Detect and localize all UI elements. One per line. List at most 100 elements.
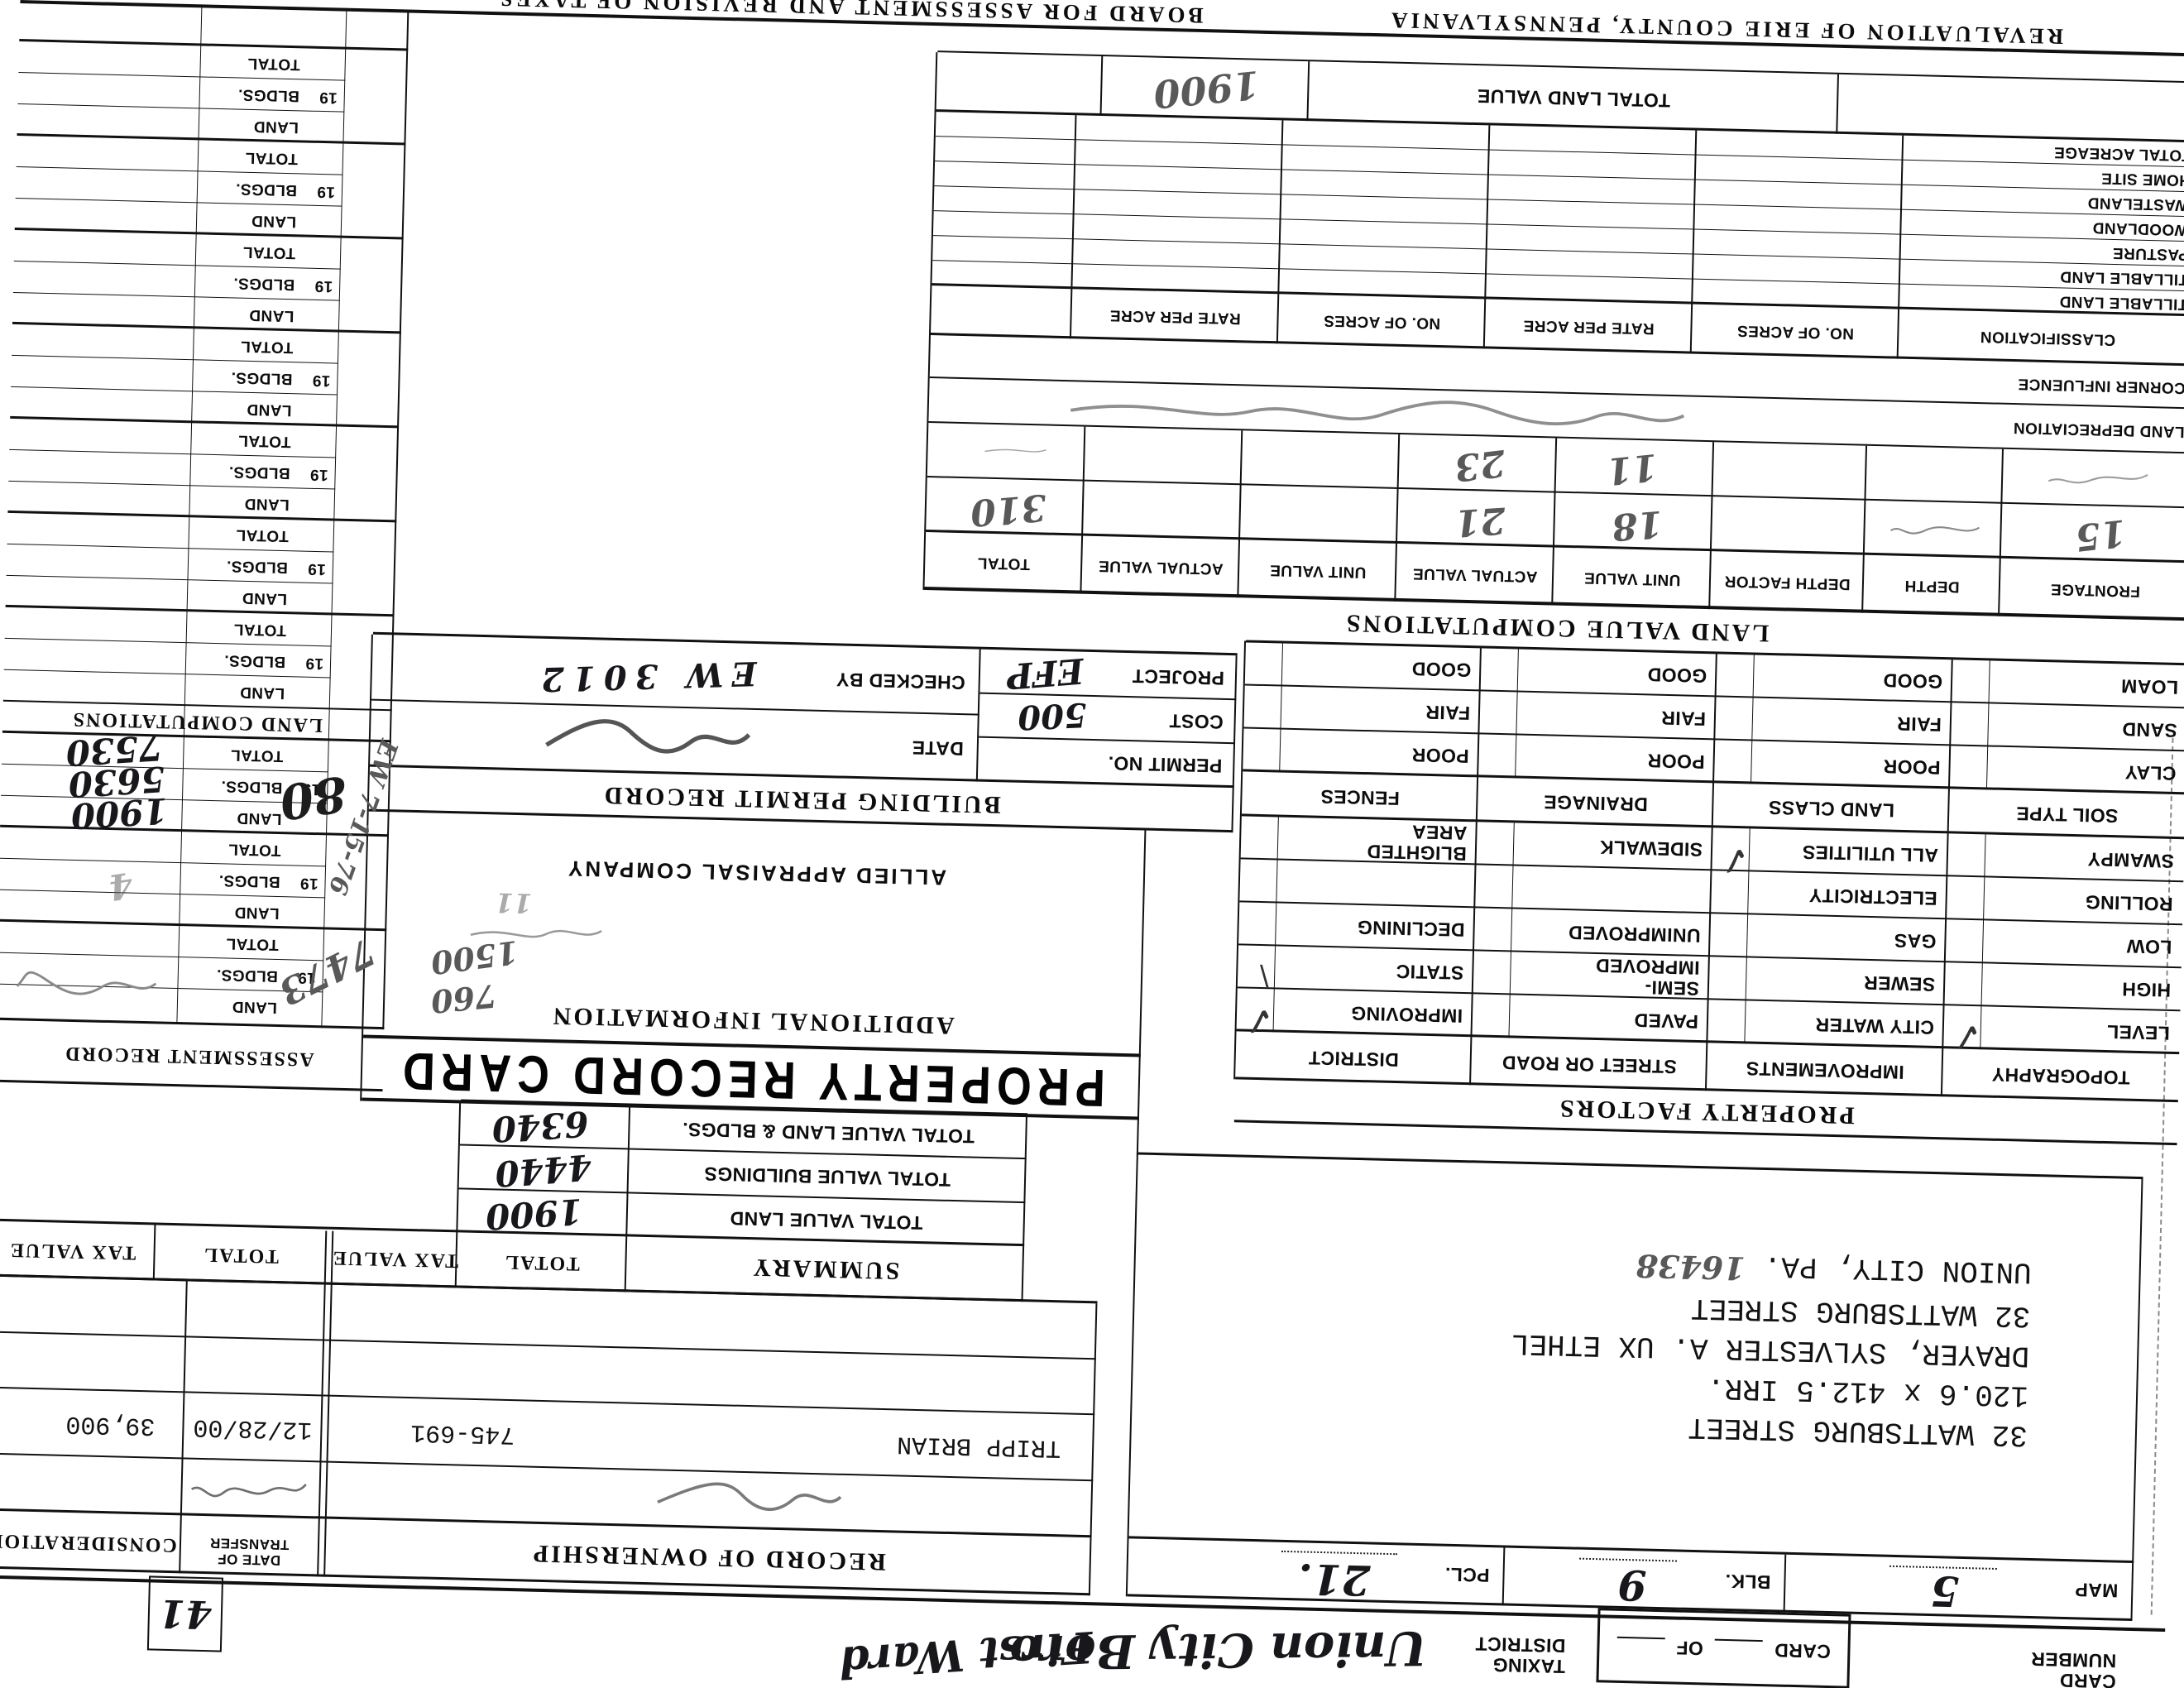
project-value-handwritten: EFP: [1004, 650, 1085, 698]
assessment-total-label: TOTAL: [225, 934, 279, 954]
soil-sand: SAND: [2121, 718, 2178, 741]
factor-low: LOW: [2126, 935, 2172, 958]
pcl-label: PCL.: [1444, 1563, 1490, 1587]
factor-declining: DECLINING: [1357, 916, 1465, 941]
date-label: DATE: [911, 736, 965, 760]
assessment-total-label: TOTAL: [242, 243, 296, 262]
transfer-date: 12/28/00: [193, 1412, 313, 1444]
depth-factor-header: DEPTH FACTOR: [1724, 573, 1851, 593]
factor-semi-improved: SEMI-IMPROVED: [1595, 954, 1700, 1000]
pencil-scribble: [12, 958, 162, 1011]
pencil-note-760: 760: [429, 976, 499, 1021]
factor-electricity: ELECTRICITY: [1808, 884, 1938, 909]
card-of-blank1: [1714, 1638, 1764, 1659]
transfer-label: TRANSFER: [209, 1535, 290, 1553]
card-of-blank2: [1616, 1636, 1665, 1657]
tax-value-header-2: TAX VALUE: [8, 1239, 136, 1264]
blk-label: BLK.: [1724, 1570, 1771, 1594]
factor-static: STATIC: [1395, 960, 1464, 984]
unit-value-header-1: UNIT VALUE: [1583, 568, 1681, 589]
classification-header: CLASSIFICATION: [1980, 328, 2116, 349]
factor-improving: IMPROVING: [1350, 1002, 1463, 1027]
assessment-bldgs-label: BLDGS.: [237, 85, 300, 105]
pencil-note-faint-4: 4: [105, 864, 136, 909]
assessment-total-label: TOTAL: [237, 432, 291, 451]
factor-unimproved: UNIMPROVED: [1568, 921, 1701, 947]
owner-city-line: UNION CITY, PA. 16438: [1636, 1247, 2032, 1291]
assessment-total-label: TOTAL: [235, 526, 290, 545]
consideration-label: CONSIDERATION: [0, 1529, 178, 1556]
project-label: PROJECT: [1132, 664, 1225, 689]
rate-per-acre-header-1: RATE PER ACRE: [1523, 317, 1655, 338]
year-prefix: 19: [318, 88, 338, 107]
factor-sidewalk: SIDEWALK: [1599, 836, 1703, 861]
assessment-bldgs-label: BLDGS.: [228, 463, 290, 482]
class-good: GOOD: [1882, 669, 1943, 693]
pcl-value: 21.: [1297, 1554, 1372, 1605]
total-value-1: 310: [969, 485, 1048, 535]
year-prefix: 19: [309, 465, 328, 484]
checked-by-value-handwritten: EW 3012: [532, 653, 758, 699]
assessment-bldgs-label: BLDGS.: [223, 651, 286, 671]
fences-good: GOOD: [1411, 658, 1472, 681]
summary-total-header: TOTAL: [503, 1250, 581, 1275]
page-title: PROPERTY RECORD CARD: [396, 1041, 1106, 1117]
card-count-box: 41: [146, 1575, 224, 1652]
drainage-fair: FAIR: [1660, 707, 1707, 730]
total-land-value-handwritten: 1900: [1151, 61, 1262, 117]
no-of-acres-header-2: NO. OF ACRES: [1323, 312, 1441, 333]
blk-value: 9: [1616, 1560, 1648, 1610]
pencil-scribble: [186, 1466, 311, 1511]
card-of-box: CARD OF: [1596, 1608, 1851, 1688]
soil-loam: LOAM: [2120, 674, 2179, 698]
assessment-land-label: LAND: [251, 212, 297, 231]
factor-rolling: ROLLING: [2085, 891, 2173, 915]
assessment-bldgs-label: BLDGS.: [216, 966, 279, 985]
lot-dimensions: 120.6 x 412.5 IRR.: [1706, 1370, 2029, 1412]
factor-empty-1: [1516, 866, 1702, 914]
assessment-record-section: ASSESSMENT RECORD: [0, 4, 2163, 1688]
factor-blighted-area: BLIGHTED AREA: [1366, 821, 1468, 866]
land-depreciation-label: LAND DEPRECIATION: [2013, 419, 2184, 441]
soil-clay: CLAY: [2124, 761, 2177, 784]
total-header-2: TOTAL: [202, 1243, 280, 1268]
unit-value-2: 11: [1604, 444, 1660, 492]
card-label: CARD: [2059, 1669, 2116, 1688]
pencil-note-11: 11: [495, 886, 533, 919]
owner-city: UNION CITY, PA.: [1763, 1248, 2033, 1289]
assessment-bldgs-label: BLDGS.: [235, 180, 298, 199]
actual-value-2: 23: [1452, 440, 1508, 489]
factor-level: LEVEL: [2106, 1020, 2171, 1044]
assessment-total-label: TOTAL: [240, 338, 294, 357]
summary-title: SUMMARY: [750, 1254, 900, 1285]
assessment-land-label: LAND: [236, 809, 282, 828]
year-prefix: 19: [312, 371, 331, 390]
factor-sewer: SEWER: [1863, 971, 1936, 995]
drainage-good: GOOD: [1647, 664, 1707, 687]
taxing-district-label: TAXING DISTRICT: [1474, 1633, 1566, 1677]
assessment-bldgs-label: BLDGS.: [226, 557, 289, 577]
pencil-scribble: [515, 714, 780, 764]
pencil-scribble: [1885, 512, 1985, 544]
fences-header: FENCES: [1320, 785, 1401, 809]
appraisal-company: ALLIED APPRAISAL COMPANY: [565, 856, 947, 891]
building-permit-section: BUILDING PERMIT RECORD PERMIT NO. COST 5…: [0, 631, 2163, 1688]
unit-value-header-2: UNIT VALUE: [1269, 561, 1367, 582]
ownership-table: RECORD OF OWNERSHIP DATE OF TRANSFER CON…: [0, 1230, 2163, 1688]
consideration-amount: 39,900: [65, 1408, 156, 1440]
map-label: MAP: [2074, 1579, 2119, 1602]
pencil-scribble: [977, 437, 1052, 463]
card-count-handwritten: 41: [158, 1590, 213, 1638]
assessment-total-label: TOTAL: [247, 55, 300, 74]
owner-street: 32 WATTSBURG STREET: [1690, 1290, 2031, 1333]
property-street: 32 WATTSBURG STREET: [1688, 1409, 2028, 1452]
deed-book-page: 745-691: [410, 1417, 515, 1449]
pencil-scribble: [1020, 387, 1732, 436]
date-of-label: DATE OF: [217, 1551, 281, 1569]
actual-value-header-1: ACTUAL VALUE: [1412, 564, 1538, 586]
cost-value-handwritten: 500: [1017, 694, 1088, 737]
checked-by-label: CHECKED BY: [836, 669, 966, 693]
assessment-bldgs-label: BLDGS.: [231, 368, 293, 388]
assessment-bldgs-label: BLDGS.: [232, 274, 295, 294]
